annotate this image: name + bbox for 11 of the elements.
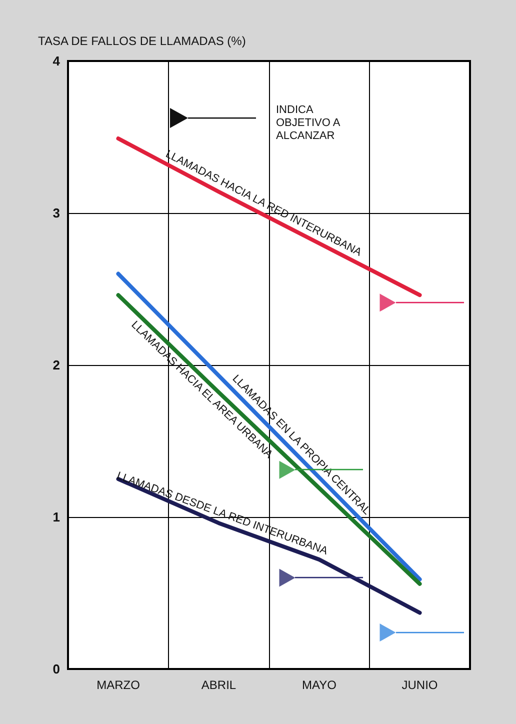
x-tick-label: JUNIO [402, 678, 438, 692]
y-tick-label: 2 [52, 358, 60, 372]
y-tick-label: 3 [52, 206, 60, 220]
y-tick-label: 1 [52, 510, 60, 524]
x-tick-label: ABRIL [201, 678, 236, 692]
x-tick-label: MAYO [302, 678, 336, 692]
annotation: INDICA OBJETIVO A ALCANZAR [276, 104, 364, 143]
y-tick-label: 4 [52, 54, 61, 68]
x-tick-label: MARZO [96, 678, 140, 692]
y-axis-title: TASA DE FALLOS DE LLAMADAS (%) [38, 34, 246, 48]
y-tick-label: 0 [52, 662, 60, 676]
